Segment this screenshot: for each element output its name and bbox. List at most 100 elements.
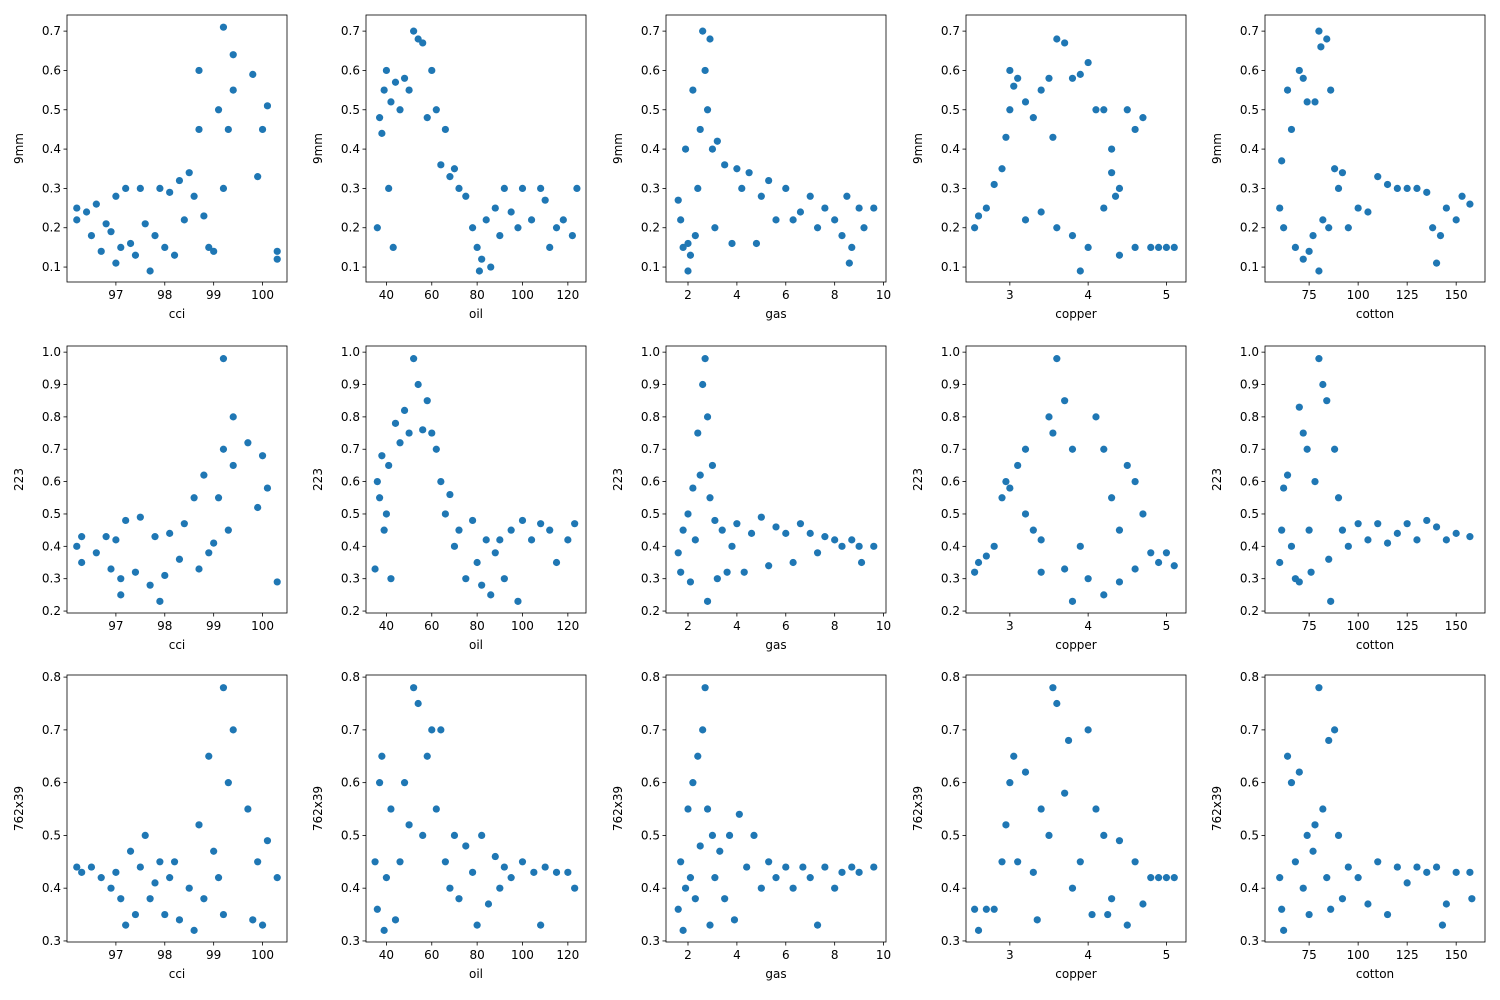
data-point (1037, 805, 1045, 813)
x-tick-label: 100 (1347, 948, 1370, 962)
data-point (728, 542, 736, 550)
data-point (1280, 926, 1288, 934)
y-tick-label: 0.5 (941, 828, 960, 842)
data-point (1006, 66, 1014, 75)
data-point (701, 355, 709, 363)
axes-frame (365, 14, 587, 283)
data-point (733, 165, 741, 173)
data-point (102, 533, 110, 541)
data-point (1413, 863, 1421, 871)
data-point (796, 520, 805, 528)
data-point (161, 910, 169, 919)
data-point (1100, 445, 1108, 453)
data-point (1325, 224, 1333, 232)
y-tick-label: 0.6 (641, 475, 660, 489)
y-tick-label: 0.6 (341, 776, 360, 790)
x-tick-label: 5 (1163, 619, 1171, 633)
data-point (396, 858, 404, 866)
x-tick-label: 100 (511, 619, 534, 633)
data-point (1276, 874, 1284, 882)
x-axis-label: gas (765, 638, 786, 652)
data-point (757, 884, 765, 892)
x-tick-label: 8 (831, 619, 839, 633)
data-point (473, 921, 481, 929)
data-point (146, 581, 154, 589)
data-point (789, 216, 797, 224)
data-point (450, 831, 459, 840)
data-point (229, 413, 237, 421)
data-point (708, 145, 717, 153)
data-point (1423, 188, 1431, 196)
data-point (1295, 768, 1303, 776)
x-tick-label: 4 (1084, 619, 1092, 633)
data-point (131, 251, 140, 259)
data-point (765, 176, 773, 185)
data-point (462, 842, 470, 850)
data-point (838, 542, 846, 550)
data-point (1442, 900, 1450, 908)
data-point (1299, 429, 1307, 437)
data-point (713, 575, 721, 583)
data-point (1029, 868, 1037, 876)
data-point (686, 251, 695, 259)
data-point (831, 536, 839, 544)
x-tick-label: 100 (1347, 288, 1370, 302)
data-point (860, 224, 868, 232)
data-point (122, 184, 130, 193)
data-point (1413, 184, 1421, 193)
data-point (405, 821, 413, 829)
y-tick-label: 0.8 (42, 670, 61, 684)
data-point (1100, 106, 1108, 114)
x-tick-label: 40 (379, 288, 394, 302)
data-point (1334, 494, 1343, 502)
x-tick-label: 4 (1084, 288, 1092, 302)
data-point (1049, 133, 1057, 141)
data-point (254, 858, 262, 866)
data-point (848, 243, 856, 251)
data-point (1280, 224, 1288, 232)
data-point (1068, 74, 1077, 82)
data-point (1393, 529, 1401, 537)
data-point (723, 568, 731, 576)
x-tick-label: 125 (1396, 288, 1419, 302)
x-axis-label: copper (1055, 967, 1097, 981)
data-point (982, 204, 990, 212)
data-point (224, 125, 232, 134)
data-point (117, 895, 125, 903)
data-point (97, 874, 105, 882)
data-point (870, 542, 878, 550)
x-tick-label: 100 (1347, 619, 1370, 633)
data-point (1468, 895, 1476, 903)
data-point (205, 752, 213, 760)
data-point (161, 571, 169, 580)
data-point (1092, 805, 1100, 813)
data-point (799, 863, 807, 871)
data-point (432, 106, 440, 114)
data-point (1049, 429, 1057, 437)
data-point (684, 805, 692, 813)
data-point (765, 562, 773, 570)
data-point (1315, 355, 1323, 363)
data-point (730, 916, 739, 924)
data-point (1131, 565, 1139, 573)
data-point (1021, 445, 1030, 453)
data-point (1327, 597, 1335, 605)
data-point (462, 575, 470, 583)
data-point (982, 552, 990, 560)
data-point (1021, 216, 1030, 224)
y-tick-label: 0.8 (641, 410, 660, 424)
data-point (102, 220, 110, 228)
data-point (699, 726, 707, 734)
data-point (1068, 231, 1077, 240)
y-axis-label: 223 (1210, 468, 1224, 491)
data-point (423, 397, 431, 405)
data-point (694, 752, 702, 760)
data-point (703, 597, 712, 605)
x-tick-label: 60 (424, 619, 439, 633)
data-point (1338, 895, 1347, 903)
data-point (1295, 578, 1303, 586)
data-point (380, 86, 388, 94)
data-point (679, 243, 687, 251)
data-point (507, 874, 515, 882)
